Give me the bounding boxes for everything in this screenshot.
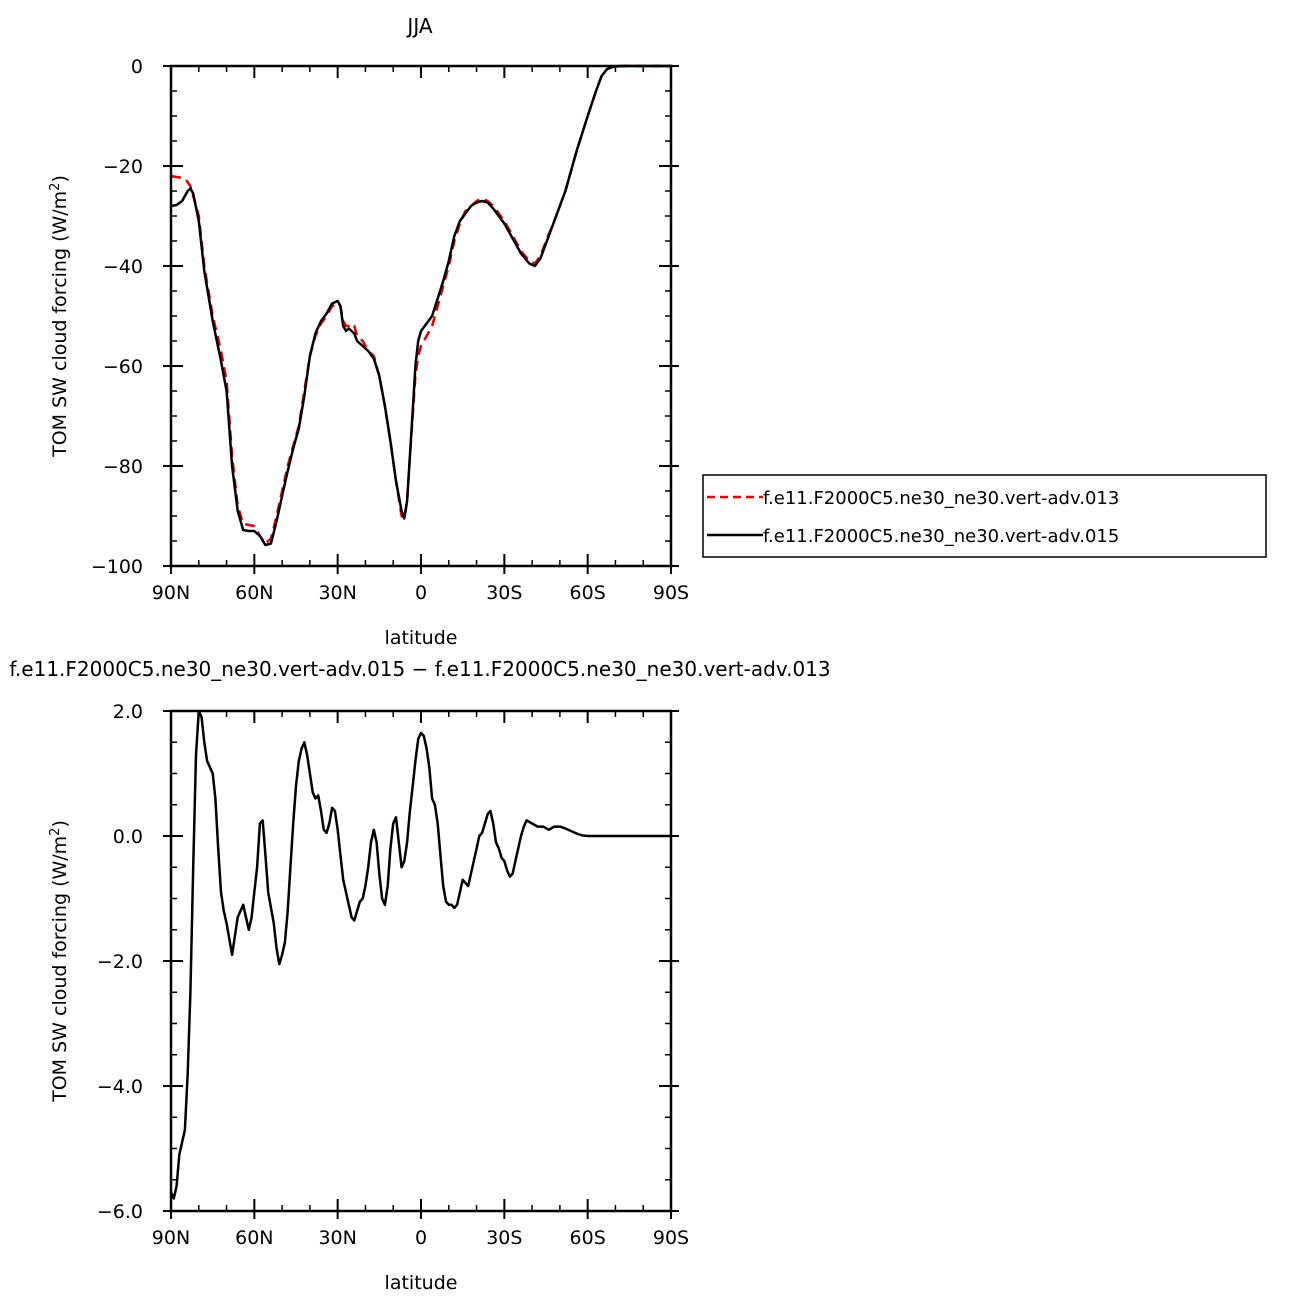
bottom-panel: f.e11.F2000C5.ne30_ne30.vert-adv.015 − f… xyxy=(9,657,830,1294)
top-panel: JJA 90N 60N 30N 0 30S 60S 90S 0 −20 −40 −60 −80 −10… xyxy=(48,14,1267,649)
y-tick-label: −4.0 xyxy=(97,1076,143,1098)
x-tick-label: 30S xyxy=(486,582,522,604)
series-line-0 xyxy=(170,64,671,545)
legend: f.e11.F2000C5.ne30_ne30.vert-adv.013 f.e1… xyxy=(702,474,1267,558)
top-series-lines xyxy=(170,64,671,547)
x-tick-label: 30S xyxy=(486,1227,522,1249)
bottom-series-lines xyxy=(169,709,671,1200)
legend-entry-0: f.e11.F2000C5.ne30_ne30.vert-adv.013 xyxy=(763,488,1119,509)
y-tick-label: −6.0 xyxy=(97,1201,143,1223)
legend-box xyxy=(702,474,1267,558)
x-tick-label: 60S xyxy=(570,1227,606,1249)
legend-entry-1: f.e11.F2000C5.ne30_ne30.vert-adv.015 xyxy=(763,526,1119,547)
bottom-chart-title: f.e11.F2000C5.ne30_ne30.vert-adv.015 − f… xyxy=(9,657,830,681)
y-tick-label: 2.0 xyxy=(113,701,143,723)
top-y-tick-labels: 0 −20 −40 −60 −80 −100 xyxy=(91,56,143,578)
y-tick-label: −80 xyxy=(103,456,143,478)
x-tick-label: 30N xyxy=(318,1227,356,1249)
x-tick-label: 60N xyxy=(235,1227,273,1249)
bottom-plot-frame xyxy=(169,709,673,1213)
top-x-axis-label: latitude xyxy=(385,627,458,649)
x-tick-label: 0 xyxy=(415,582,427,604)
bottom-x-axis-label: latitude xyxy=(385,1272,458,1294)
series-line-1 xyxy=(170,64,671,547)
x-tick-label: 60S xyxy=(570,582,606,604)
x-tick-label: 30N xyxy=(318,582,356,604)
y-tick-label: 0 xyxy=(131,56,143,78)
top-chart-title: JJA xyxy=(405,14,432,38)
y-tick-label: −20 xyxy=(103,156,143,178)
top-y-axis-label-main: TOM SW cloud forcing (W/m xyxy=(49,191,71,458)
bottom-x-tick-labels: 90N 60N 30N 0 30S 60S 90S xyxy=(152,1227,689,1249)
series-line-0 xyxy=(169,709,671,1200)
y-tick-label: −2.0 xyxy=(97,951,143,973)
top-y-axis-label-close: ) xyxy=(49,175,71,182)
bottom-axis-ticks xyxy=(163,710,679,1219)
bottom-y-axis-label-close: ) xyxy=(49,820,71,827)
y-tick-label: −40 xyxy=(103,256,143,278)
top-y-axis-label: TOM SW cloud forcing (W/m2) xyxy=(48,175,71,458)
top-y-axis-label-sup: 2 xyxy=(48,183,63,191)
x-tick-label: 60N xyxy=(235,582,273,604)
x-tick-label: 90S xyxy=(653,1227,689,1249)
y-tick-label: 0.0 xyxy=(113,826,143,848)
bottom-y-axis-label-sup: 2 xyxy=(48,828,63,836)
top-plot-frame xyxy=(169,64,673,568)
x-tick-label: 0 xyxy=(415,1227,427,1249)
y-tick-label: −60 xyxy=(103,356,143,378)
x-tick-label: 90N xyxy=(152,1227,190,1249)
bottom-y-axis-label: TOM SW cloud forcing (W/m2) xyxy=(48,820,71,1103)
x-tick-label: 90N xyxy=(152,582,190,604)
top-x-tick-labels: 90N 60N 30N 0 30S 60S 90S xyxy=(152,582,689,604)
top-axis-ticks xyxy=(163,65,679,574)
bottom-y-tick-labels: 2.0 0.0 −2.0 −4.0 −6.0 xyxy=(97,701,143,1223)
bottom-y-axis-label-main: TOM SW cloud forcing (W/m xyxy=(49,836,71,1103)
x-tick-label: 90S xyxy=(653,582,689,604)
y-tick-label: −100 xyxy=(91,556,143,578)
